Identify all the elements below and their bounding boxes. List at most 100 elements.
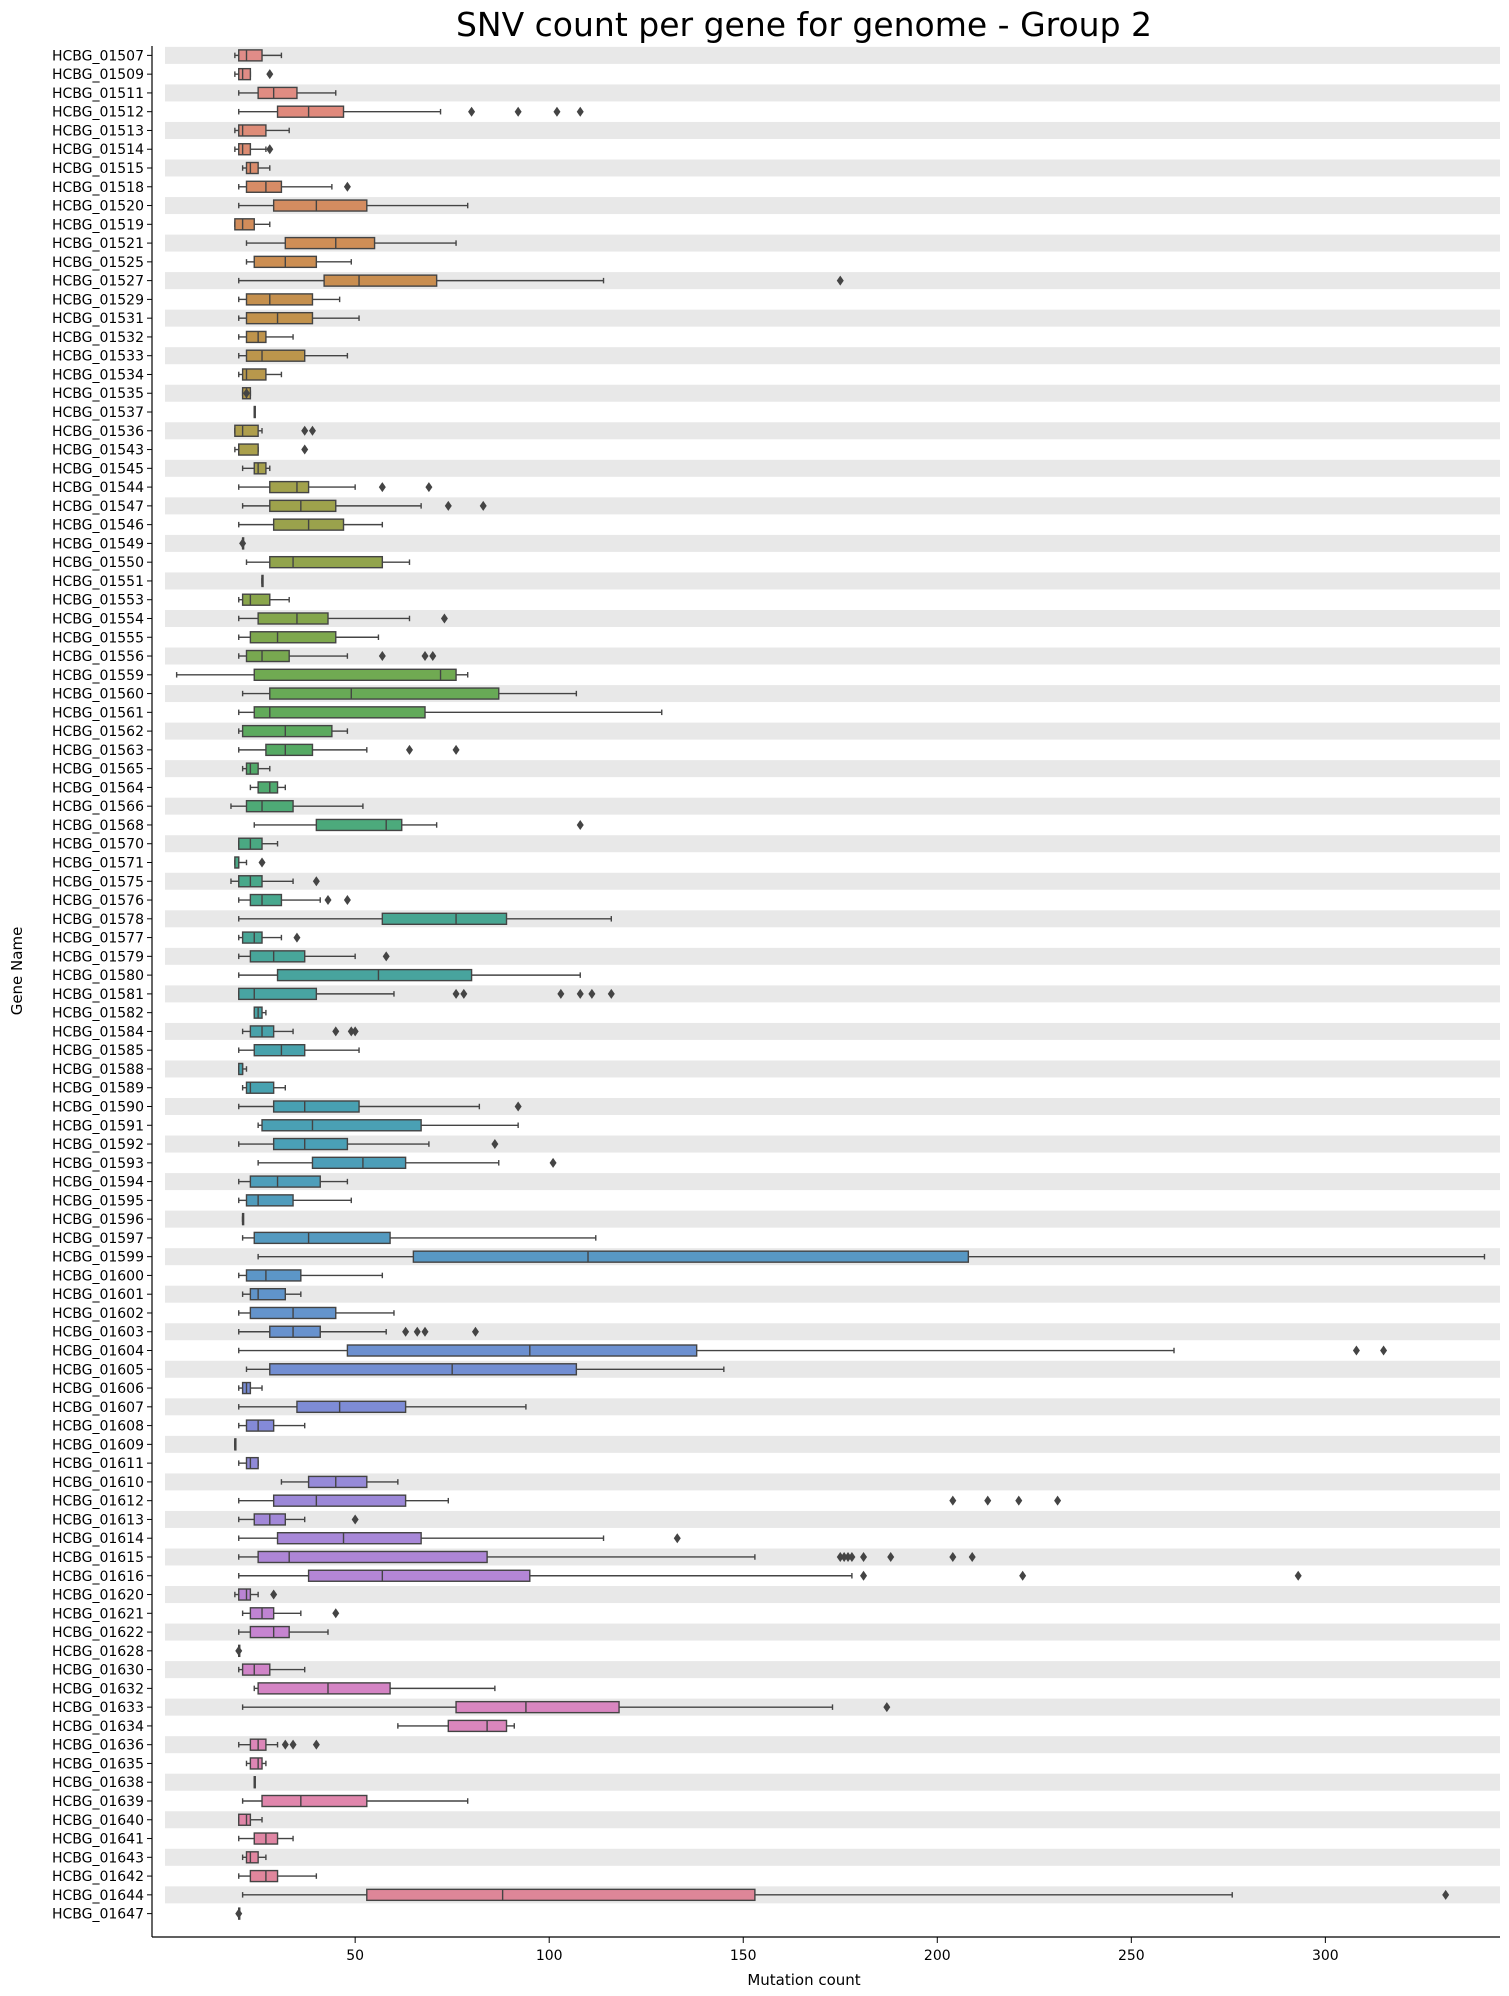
- outlier-point: [266, 144, 274, 155]
- outlier-point: [576, 106, 584, 117]
- box: [238, 67, 252, 81]
- gene-box: [230, 875, 320, 888]
- box: [307, 1569, 531, 1582]
- gene-box: [234, 1438, 237, 1451]
- y-tick-label: HCBG_01559: [52, 668, 144, 684]
- box: [249, 1175, 321, 1188]
- box: [323, 274, 438, 287]
- gene-box: [249, 781, 287, 794]
- row-band: [165, 309, 1500, 327]
- outlier-point: [452, 744, 460, 755]
- y-tick-label: HCBG_01620: [52, 1588, 144, 1604]
- gene-box: [241, 1888, 1450, 1902]
- box: [245, 1456, 259, 1470]
- gene-box: [253, 405, 256, 419]
- gene-box: [241, 462, 271, 475]
- gene-box: [238, 649, 437, 663]
- outlier-point: [514, 106, 522, 117]
- outlier-point: [343, 181, 351, 192]
- y-tick-label: HCBG_01611: [52, 1456, 144, 1472]
- gene-box: [238, 1663, 306, 1676]
- outlier-point: [270, 1589, 278, 1600]
- box: [249, 1869, 279, 1883]
- x-tick-label: 200: [924, 1948, 951, 1964]
- y-tick-label: HCBG_01546: [52, 518, 144, 534]
- outlier-point: [460, 988, 468, 999]
- gene-box: [234, 218, 271, 231]
- outlier-point: [883, 1702, 891, 1713]
- box: [253, 706, 426, 719]
- outlier-point: [1054, 1495, 1062, 1506]
- outlier-point: [235, 1645, 243, 1656]
- gene-box: [238, 1569, 1302, 1582]
- row-band: [165, 1736, 1500, 1754]
- y-tick-label: HCBG_01644: [52, 1888, 144, 1904]
- outlier-point: [429, 651, 437, 662]
- row-band: [165, 1661, 1500, 1679]
- y-tick-label: HCBG_01550: [52, 555, 144, 571]
- y-tick-label: HCBG_01531: [52, 311, 144, 327]
- outlier-point: [549, 1157, 557, 1168]
- outlier-point: [378, 482, 386, 493]
- y-tick-label: HCBG_01513: [52, 123, 144, 139]
- row-band: [165, 534, 1500, 552]
- gene-box: [245, 236, 457, 250]
- row-band: [165, 1510, 1500, 1528]
- outlier-point: [860, 1551, 868, 1562]
- box: [249, 950, 306, 963]
- row-band: [165, 159, 1500, 177]
- row-band: [165, 985, 1500, 1003]
- row-band: [165, 1548, 1500, 1566]
- row-band: [165, 422, 1500, 440]
- outlier-point: [557, 988, 565, 999]
- row-band: [165, 1586, 1500, 1604]
- y-tick-label: HCBG_01582: [52, 1006, 144, 1022]
- box: [261, 1794, 368, 1808]
- box: [455, 1700, 620, 1714]
- box: [249, 1757, 263, 1770]
- row-band: [165, 84, 1500, 102]
- outlier-point: [949, 1551, 957, 1562]
- box: [269, 687, 500, 700]
- gene-box: [238, 706, 663, 719]
- y-tick-label: HCBG_01606: [52, 1381, 144, 1397]
- box: [238, 1588, 252, 1601]
- box: [276, 968, 473, 982]
- box: [249, 1625, 290, 1639]
- y-tick-label: HCBG_01527: [52, 274, 144, 290]
- y-tick-label: HCBG_01562: [52, 724, 144, 740]
- x-tick-label: 150: [730, 1948, 757, 1964]
- box: [269, 499, 337, 513]
- y-tick-label: HCBG_01630: [52, 1663, 144, 1679]
- outlier-point: [440, 613, 448, 624]
- y-tick-label: HCBG_01604: [52, 1344, 144, 1360]
- row-band: [165, 872, 1500, 890]
- chart-title: SNV count per gene for genome - Group 2: [456, 5, 1152, 44]
- y-tick-label: HCBG_01563: [52, 743, 144, 759]
- outlier-point: [514, 1101, 522, 1112]
- box: [272, 1137, 349, 1151]
- row-band: [165, 384, 1500, 402]
- box: [412, 1250, 970, 1263]
- y-tick-label: HCBG_01519: [52, 217, 144, 233]
- y-tick-label: HCBG_01549: [52, 536, 144, 552]
- y-tick-label: HCBG_01529: [52, 292, 144, 308]
- gene-box: [253, 1006, 267, 1019]
- y-tick-label: HCBG_01641: [52, 1832, 144, 1848]
- outlier-point: [351, 1514, 359, 1525]
- outlier-point: [491, 1139, 499, 1150]
- box: [265, 743, 314, 757]
- row-band: [165, 609, 1500, 627]
- box: [245, 1419, 275, 1432]
- y-tick-label: HCBG_01570: [52, 837, 144, 853]
- outlier-point: [452, 988, 460, 999]
- y-tick-label: HCBG_01597: [52, 1231, 144, 1247]
- outlier-point: [413, 1326, 421, 1337]
- gene-box: [241, 387, 252, 400]
- gene-box: [238, 931, 301, 944]
- y-tick-label: HCBG_01537: [52, 405, 144, 421]
- outlier-point: [479, 500, 487, 511]
- outlier-point: [281, 1739, 289, 1750]
- y-tick-label: HCBG_01565: [52, 762, 144, 778]
- outlier-point: [553, 106, 561, 117]
